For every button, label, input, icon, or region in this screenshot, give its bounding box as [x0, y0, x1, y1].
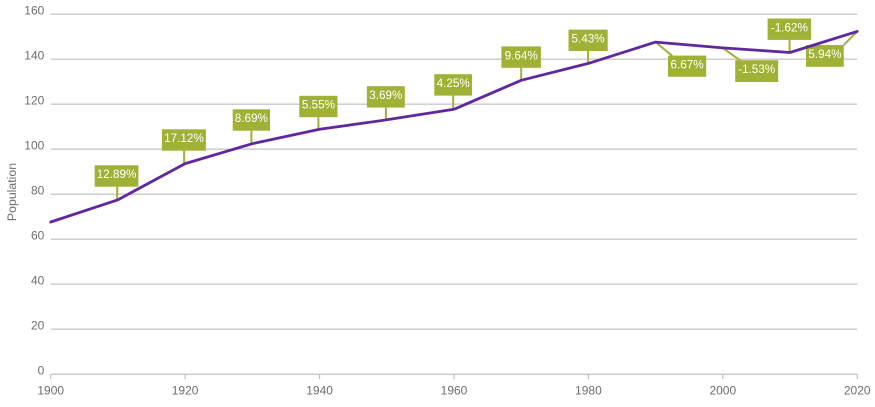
svg-text:5.55%: 5.55%: [302, 99, 335, 112]
svg-text:-1.62%: -1.62%: [771, 21, 808, 34]
svg-text:120: 120: [24, 94, 44, 108]
svg-text:5.94%: 5.94%: [808, 48, 841, 61]
svg-text:40: 40: [31, 274, 45, 288]
svg-text:3.69%: 3.69%: [369, 89, 402, 102]
svg-text:1900: 1900: [37, 383, 64, 397]
svg-text:60: 60: [31, 229, 45, 243]
svg-text:100: 100: [24, 139, 44, 153]
svg-text:Population: Population: [5, 163, 19, 221]
svg-text:12.89%: 12.89%: [97, 168, 137, 181]
svg-text:20: 20: [31, 319, 45, 333]
svg-text:1940: 1940: [306, 383, 333, 397]
svg-text:8.69%: 8.69%: [235, 112, 268, 125]
svg-text:17.12%: 17.12%: [164, 132, 204, 145]
svg-text:0: 0: [38, 364, 45, 378]
svg-text:2000: 2000: [709, 383, 736, 397]
svg-text:4.25%: 4.25%: [437, 77, 470, 90]
svg-text:80: 80: [31, 184, 45, 198]
svg-text:5.43%: 5.43%: [572, 33, 605, 46]
svg-text:160: 160: [24, 4, 44, 18]
svg-text:6.67%: 6.67%: [671, 59, 704, 72]
svg-text:1980: 1980: [575, 383, 602, 397]
svg-text:1960: 1960: [441, 383, 468, 397]
svg-text:140: 140: [24, 49, 44, 63]
svg-text:-1.53%: -1.53%: [738, 63, 775, 76]
svg-text:9.64%: 9.64%: [505, 49, 538, 62]
svg-text:2020: 2020: [844, 383, 871, 397]
svg-text:1920: 1920: [172, 383, 199, 397]
